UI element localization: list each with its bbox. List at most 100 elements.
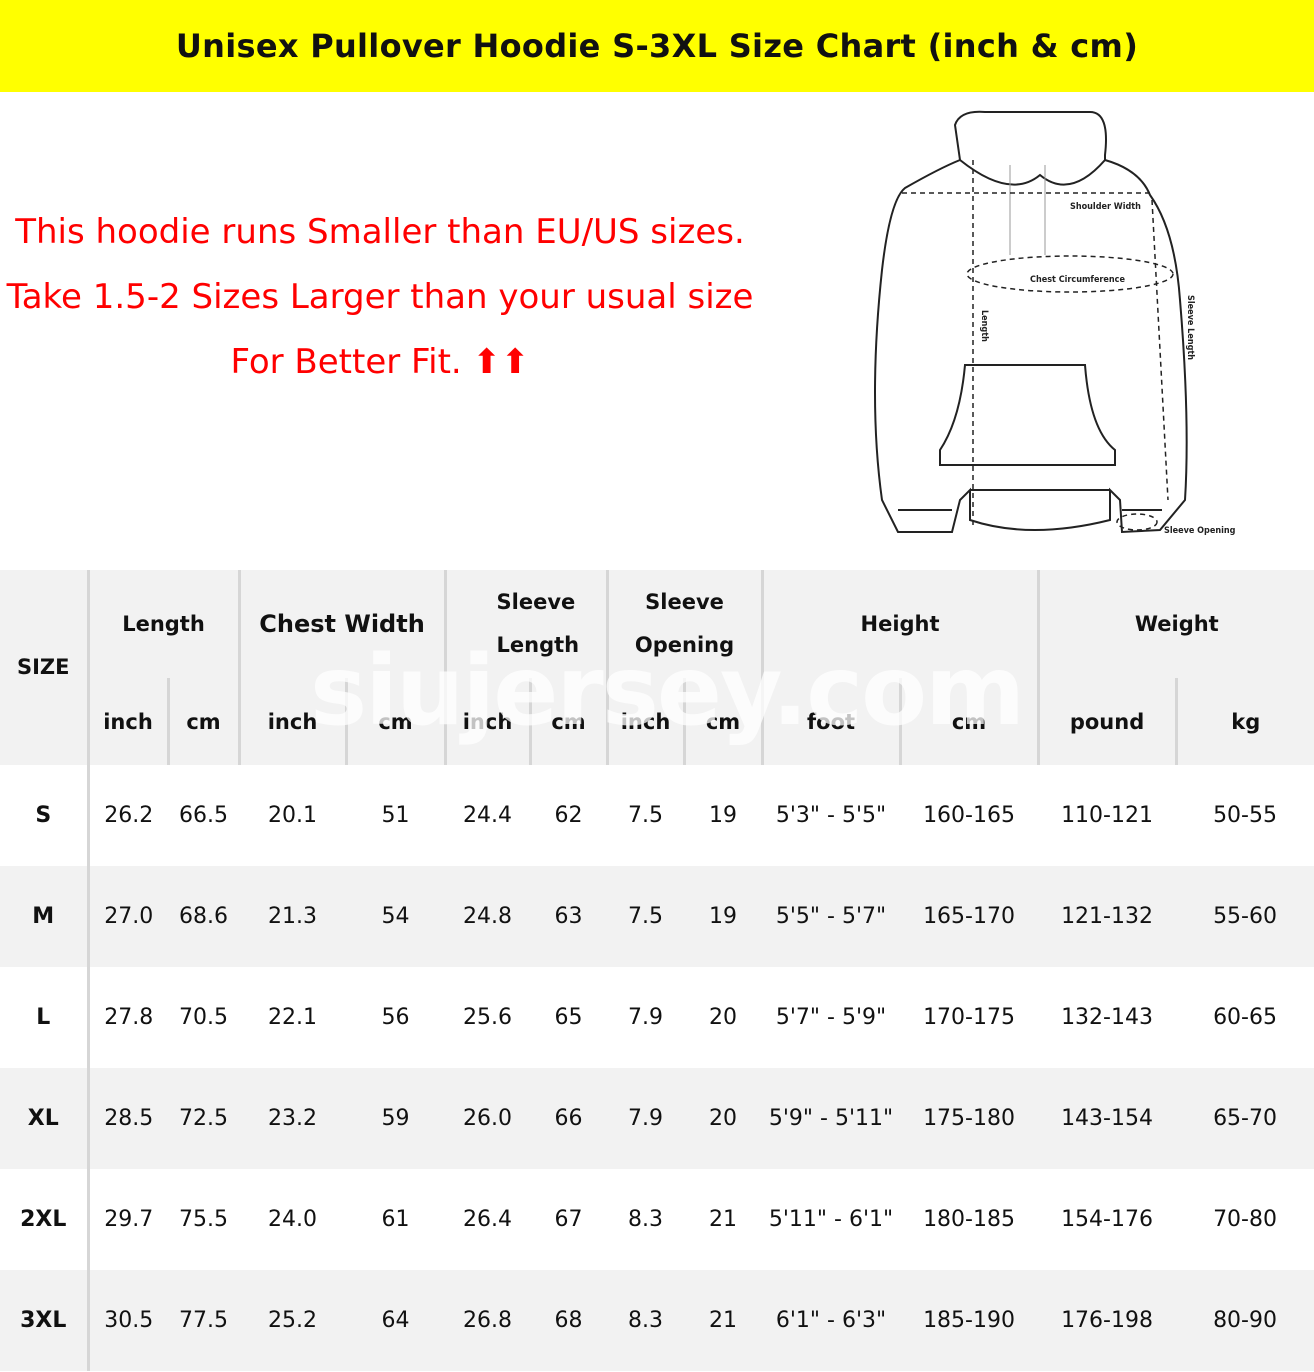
header-chest-width: Chest Width	[237, 570, 446, 678]
size-cell: 2XL	[0, 1169, 90, 1270]
table-cell: 54	[346, 866, 446, 967]
table-cell: 61	[381, 1207, 410, 1232]
header-length: Length	[86, 570, 240, 678]
table-cell: 154-176	[1061, 1207, 1153, 1232]
table-cell: 72.5	[168, 1068, 240, 1169]
table-cell: 24.0	[268, 1207, 317, 1232]
table-cell: 165-170	[900, 866, 1039, 967]
table-cell: 26.4	[463, 1207, 512, 1232]
table-cell: 55-60	[1176, 866, 1314, 967]
label-sleeve-length: Sleeve Length	[1185, 295, 1195, 360]
table-cell: 8.3	[628, 1207, 664, 1232]
table-row: M 27.0 68.6 21.3 54 24.8 63 7.5 19 5'5" - 5'7" 165…	[0, 866, 1314, 967]
size-header: SIZE	[0, 570, 88, 765]
table-cell: 20	[709, 1005, 738, 1030]
table-cell: 132-143	[1061, 1005, 1153, 1030]
table-row: L 27.8 70.5 22.1 56 25.6 65 7.9 20 5'7" - 5'9" 170…	[0, 967, 1314, 1068]
header-sleeve-length: Sleeve Length	[443, 570, 608, 678]
table-cell: 185-190	[900, 1270, 1039, 1371]
table-cell: 27.8	[104, 1005, 154, 1030]
notice-line-1: This hoodie runs Smaller than EU/US size…	[15, 212, 745, 252]
unit-header: cm	[344, 678, 446, 765]
table-cell: 6'1" - 6'3"	[762, 1270, 901, 1371]
table-cell: 50-55	[1213, 803, 1277, 828]
table-cell: 68.6	[168, 866, 240, 967]
table-cell: 22.1	[268, 1005, 317, 1030]
table-cell: 23.2	[239, 1068, 347, 1169]
fit-notice: This hoodie runs Smaller than EU/US size…	[0, 200, 760, 395]
unit-header: cm	[898, 678, 1039, 765]
table-cell: 60-65	[1213, 1005, 1277, 1030]
table-cell: 24.8	[445, 866, 531, 967]
notice-line-2: Take 1.5-2 Sizes Larger than your usual …	[6, 277, 754, 382]
table-cell: 80-90	[1176, 1270, 1314, 1371]
table-cell: 67	[554, 1207, 583, 1232]
table-row: 2XL 29.7 75.5 24.0 61 26.4 67 8.3 21 5'11" - 6'1"…	[0, 1169, 1314, 1270]
table-cell: 5'9" - 5'11"	[762, 1068, 901, 1169]
table-cell: 5'11" - 6'1"	[768, 1207, 894, 1232]
title-banner: Unisex Pullover Hoodie S-3XL Size Chart …	[0, 0, 1314, 92]
table-cell: 21	[684, 1270, 763, 1371]
table-cell: 7.5	[628, 803, 664, 828]
unit-header: inch	[237, 678, 347, 765]
table-cell: 21.3	[239, 866, 347, 967]
table-cell: 25.6	[463, 1005, 512, 1030]
table-cell: 7.5	[607, 866, 685, 967]
table-cell: 7.9	[628, 1005, 664, 1030]
table-cell: 19	[709, 803, 738, 828]
table-cell: 5'5" - 5'7"	[762, 866, 901, 967]
table-cell: 56	[381, 1005, 410, 1030]
table-cell: 62	[554, 803, 583, 828]
table-cell: 170-175	[923, 1005, 1015, 1030]
table-cell: 21	[709, 1207, 738, 1232]
table-row: 3XL 30.5 77.5 25.2 64 26.8 68 8.3 21 6'1" - 6'3" 1…	[0, 1270, 1314, 1371]
table-cell: 143-154	[1038, 1068, 1177, 1169]
unit-header: foot	[760, 678, 901, 765]
table-cell: 59	[346, 1068, 446, 1169]
label-sleeve-opening: Sleeve Opening	[1164, 526, 1236, 536]
table-cell: 30.5	[88, 1270, 168, 1371]
size-cell: S	[0, 765, 90, 866]
table-cell: 110-121	[1061, 803, 1153, 828]
size-cell: M	[0, 866, 90, 967]
table-cell: 7.9	[607, 1068, 685, 1169]
table-cell: 70-80	[1213, 1207, 1277, 1232]
table-cell: 176-198	[1038, 1270, 1177, 1371]
table-cell: 160-165	[923, 803, 1015, 828]
unit-header: pound	[1036, 678, 1177, 765]
hoodie-measurement-diagram: Shoulder Width Chest Circumference Lengt…	[874, 110, 1236, 536]
table-cell: 27.0	[88, 866, 168, 967]
table-cell: 5'3" - 5'5"	[775, 803, 887, 828]
unit-header: inch	[605, 678, 685, 765]
table-cell: 26.0	[445, 1068, 531, 1169]
unit-header: inch	[443, 678, 531, 765]
size-cell: L	[0, 967, 90, 1068]
table-cell: 26.2	[104, 803, 154, 828]
table-cell: 64	[346, 1270, 446, 1371]
table-cell: 121-132	[1038, 866, 1177, 967]
table-cell: 24.4	[463, 803, 512, 828]
header-height: Height	[760, 570, 1039, 678]
unit-header: cm	[528, 678, 608, 765]
unit-header: cm	[682, 678, 763, 765]
unit-header: kg	[1174, 678, 1314, 765]
unit-header: cm	[166, 678, 240, 765]
size-cell: 3XL	[0, 1270, 90, 1371]
label-shoulder-width: Shoulder Width	[1070, 202, 1141, 212]
table-cell: 20.1	[268, 803, 317, 828]
table-cell: 77.5	[168, 1270, 240, 1371]
table-cell: 180-185	[923, 1207, 1015, 1232]
table-cell: 26.8	[445, 1270, 531, 1371]
table-cell: 66.5	[179, 803, 228, 828]
table-cell: 68	[530, 1270, 608, 1371]
table-cell: 63	[530, 866, 608, 967]
table-cell: 29.7	[104, 1207, 154, 1232]
table-cell: 8.3	[607, 1270, 685, 1371]
chart-title: Unisex Pullover Hoodie S-3XL Size Chart …	[175, 27, 1139, 65]
header-sleeve-opening: Sleeve Opening	[605, 570, 763, 678]
table-cell: 19	[684, 866, 763, 967]
table-cell: 5'7" - 5'9"	[775, 1005, 887, 1030]
table-cell: 66	[530, 1068, 608, 1169]
table-cell: 28.5	[88, 1068, 168, 1169]
label-length: Length	[979, 310, 989, 342]
